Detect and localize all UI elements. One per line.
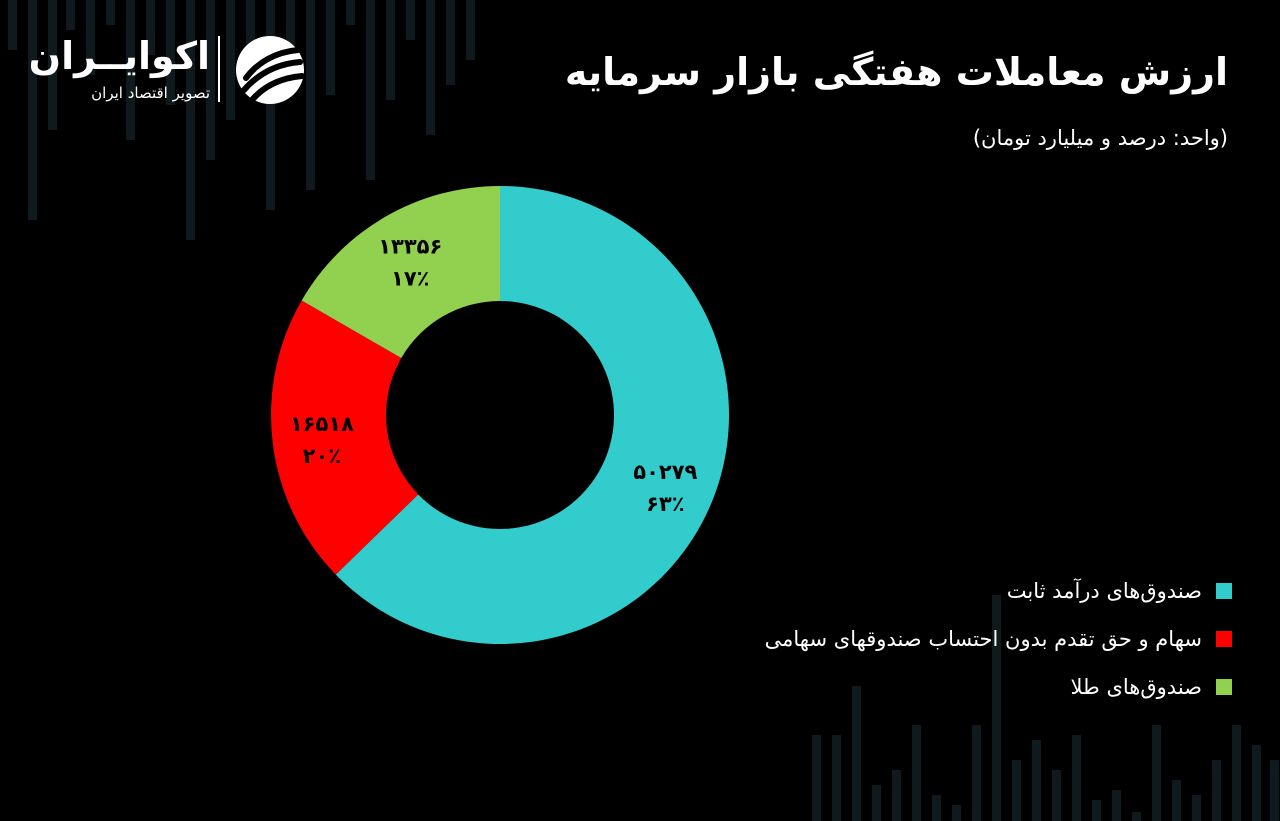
background-bar: [972, 725, 981, 821]
background-bar: [992, 595, 1001, 821]
legend-item-fixed-income: صندوق‌های درآمد ثابت: [765, 576, 1232, 606]
data-label-value: ۱۳۳۵۶: [378, 235, 442, 259]
legend-label-gold: صندوق‌های طلا: [1070, 675, 1202, 699]
background-bar: [1212, 760, 1221, 821]
legend-item-stocks: سهام و حق تقدم بدون احتساب صندوقهای سهام…: [765, 624, 1232, 654]
background-bar: [832, 735, 841, 821]
logo-divider: [218, 36, 220, 102]
data-label-percent: ۶۳٪: [646, 492, 684, 516]
background-bar: [326, 0, 335, 95]
background-bar: [1172, 780, 1181, 821]
background-bar: [206, 0, 215, 160]
background-bar: [146, 0, 155, 55]
background-bar: [892, 770, 901, 821]
data-label-percent: ۲۰٪: [303, 444, 341, 468]
background-bar: [366, 0, 375, 180]
background-bar: [912, 725, 921, 821]
background-bar: [932, 795, 941, 821]
background-bar: [1192, 795, 1201, 821]
background-bar: [1032, 740, 1041, 821]
slice-gold: [301, 186, 500, 358]
background-bar: [466, 0, 475, 60]
background-bar: [1012, 760, 1021, 821]
background-bar: [48, 0, 57, 130]
chart-title: ارزش معاملات هفتگی بازار سرمایه: [564, 50, 1228, 94]
background-bar: [1072, 735, 1081, 821]
background-bar: [8, 0, 17, 50]
background-bar: [812, 735, 821, 821]
background-bar: [406, 0, 415, 40]
background-bar: [1232, 725, 1241, 821]
background-bar: [386, 0, 395, 100]
legend-item-gold: صندوق‌های طلا: [765, 672, 1232, 702]
slice-stocks: [271, 300, 419, 575]
data-label-value: ۱۶۵۱۸: [290, 412, 354, 436]
background-bar: [266, 0, 275, 210]
background-bar: [166, 0, 175, 105]
logo-name: اکوایــران: [28, 34, 210, 78]
background-bar: [1270, 760, 1279, 821]
slice-fixed-income: [335, 186, 729, 644]
chart-subtitle: (واحد: درصد و میلیارد تومان): [972, 126, 1228, 150]
background-bar: [446, 0, 455, 85]
ecoiran-swoosh-icon: [236, 36, 305, 104]
background-bar: [66, 0, 75, 30]
background-bar: [1252, 745, 1261, 821]
background-bar: [186, 0, 195, 240]
legend-label-fixed-income: صندوق‌های درآمد ثابت: [1006, 579, 1202, 603]
background-bar: [952, 805, 961, 821]
background-bar: [1092, 800, 1101, 821]
background-bar: [126, 0, 135, 140]
background-bar: [1152, 725, 1161, 821]
data-label-percent: ۱۷٪: [391, 267, 429, 291]
background-bar: [1132, 812, 1141, 821]
background-bar: [852, 686, 861, 821]
legend: صندوق‌های درآمد ثابت سهام و حق تقدم بدون…: [765, 576, 1232, 720]
legend-swatch-gold: [1216, 679, 1232, 695]
background-bar: [246, 0, 255, 80]
background-bar: [286, 0, 295, 60]
background-bar: [86, 0, 95, 75]
background-bar: [1052, 770, 1061, 821]
background-bar: [1112, 790, 1121, 821]
background-bar: [28, 0, 37, 220]
background-bar: [872, 785, 881, 821]
brand-logo: اکوایــران تصویر اقتصاد ایران: [28, 32, 312, 107]
data-label-value: ۵۰۲۷۹: [633, 460, 697, 484]
background-bar: [106, 0, 115, 25]
background-bar: [226, 0, 235, 120]
logo-tagline: تصویر اقتصاد ایران: [91, 84, 210, 102]
legend-label-stocks: سهام و حق تقدم بدون احتساب صندوقهای سهام…: [764, 627, 1202, 651]
legend-swatch-fixed-income: [1216, 583, 1232, 599]
legend-swatch-stocks: [1216, 631, 1232, 647]
background-bar: [346, 0, 355, 25]
background-bar: [426, 0, 435, 135]
background-bar: [306, 0, 315, 190]
